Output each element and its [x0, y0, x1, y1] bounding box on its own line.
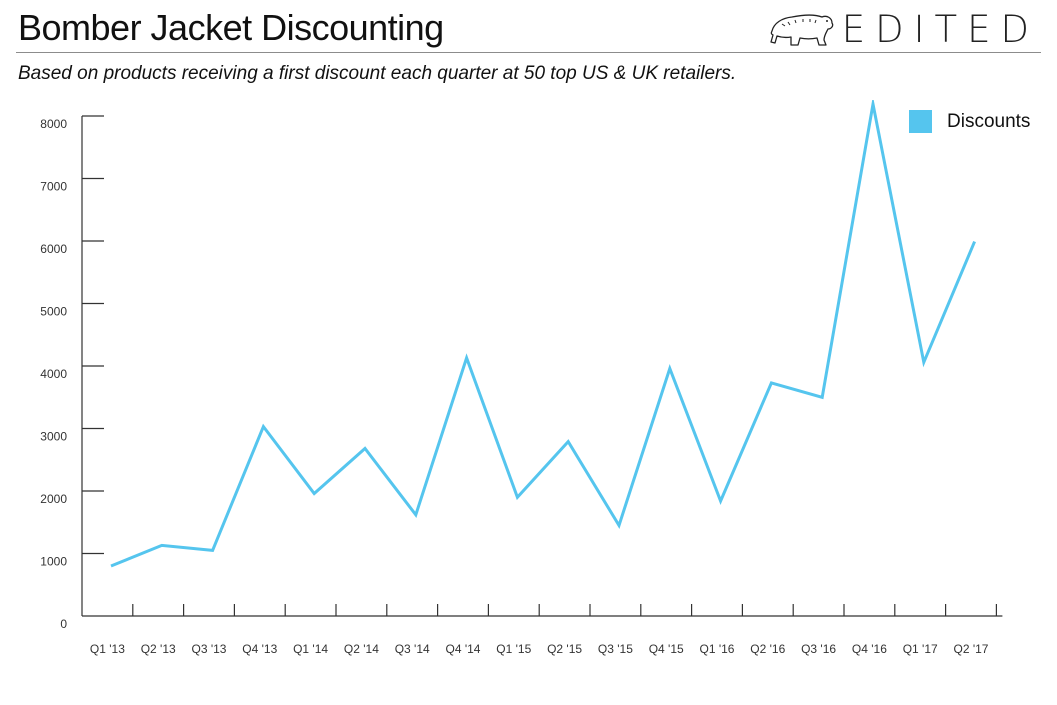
line-chart: 0 1000 2000 3000 4000 5000 6000 7000 8000 Q1 '13 Q…: [40, 100, 1003, 656]
x-tick-label: Q4 '16: [852, 642, 887, 656]
x-tick-label: Q4 '15: [649, 642, 684, 656]
x-tick-label: Q2 '17: [954, 642, 989, 656]
x-tick-label: Q4 '14: [446, 642, 481, 656]
y-tick-label: 5000: [40, 305, 67, 319]
x-tick-label: Q1 '17: [903, 642, 938, 656]
x-tick-label: Q2 '13: [141, 642, 176, 656]
y-tick-label: 2000: [40, 492, 67, 506]
x-tick-label: Q2 '16: [750, 642, 785, 656]
y-tick-label: 1000: [40, 555, 67, 569]
legend-swatch: [909, 110, 932, 133]
legend: Discounts: [909, 110, 1030, 133]
y-tick-label: 6000: [40, 242, 67, 256]
x-tick-label: Q1 '13: [90, 642, 125, 656]
y-tick-label: 4000: [40, 367, 67, 381]
y-tick-label: 0: [60, 617, 67, 631]
series-line-discounts: [110, 100, 976, 568]
x-tick-label: Q3 '16: [801, 642, 836, 656]
x-tick-label: Q3 '15: [598, 642, 633, 656]
y-tick-label: 7000: [40, 180, 67, 194]
page-title: Bomber Jacket Discounting: [18, 7, 444, 48]
header: Bomber Jacket Discounting EDITED: [16, 0, 1041, 53]
brand-name: EDITED: [841, 7, 1039, 51]
x-tick-label: Q1 '14: [293, 642, 328, 656]
x-tick-label: Q2 '14: [344, 642, 379, 656]
brand-logo: EDITED: [770, 7, 1039, 51]
x-tick-label: Q4 '13: [242, 642, 277, 656]
x-tick-label: Q3 '14: [395, 642, 430, 656]
x-tick-label: Q3 '13: [192, 642, 227, 656]
subtitle: Based on products receiving a first disc…: [18, 63, 737, 84]
x-tick-label: Q1 '15: [496, 642, 531, 656]
legend-label: Discounts: [947, 110, 1031, 132]
x-tick-label: Q1 '16: [700, 642, 735, 656]
y-tick-label: 8000: [40, 117, 67, 131]
y-tick-label: 3000: [40, 430, 67, 444]
polar-bear-icon: [770, 14, 834, 46]
x-tick-label: Q2 '15: [547, 642, 582, 656]
